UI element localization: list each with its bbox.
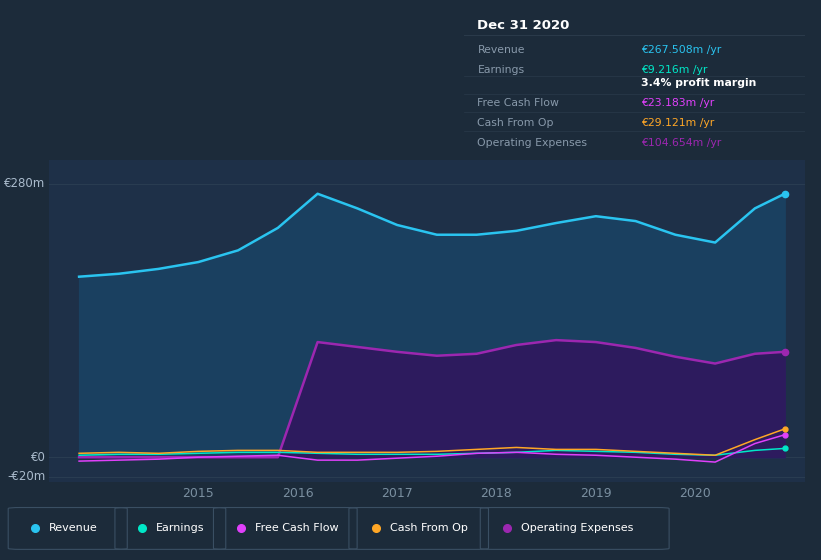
Text: 3.4% profit margin: 3.4% profit margin [641, 78, 756, 88]
Text: €104.654m /yr: €104.654m /yr [641, 138, 722, 148]
Text: €280m: €280m [4, 178, 45, 190]
Text: Operating Expenses: Operating Expenses [478, 138, 588, 148]
Text: Earnings: Earnings [156, 523, 204, 533]
Text: Operating Expenses: Operating Expenses [521, 523, 634, 533]
Text: Cash From Op: Cash From Op [478, 118, 554, 128]
Text: Revenue: Revenue [49, 523, 98, 533]
Text: Free Cash Flow: Free Cash Flow [255, 523, 338, 533]
Text: -€20m: -€20m [7, 470, 45, 483]
Text: €23.183m /yr: €23.183m /yr [641, 98, 714, 108]
Text: Dec 31 2020: Dec 31 2020 [478, 20, 570, 32]
Text: Free Cash Flow: Free Cash Flow [478, 98, 559, 108]
Text: €9.216m /yr: €9.216m /yr [641, 65, 708, 74]
Text: Earnings: Earnings [478, 65, 525, 74]
Text: €0: €0 [30, 451, 45, 464]
Text: Cash From Op: Cash From Op [390, 523, 468, 533]
Text: €29.121m /yr: €29.121m /yr [641, 118, 714, 128]
Text: Revenue: Revenue [478, 45, 525, 55]
Text: €267.508m /yr: €267.508m /yr [641, 45, 722, 55]
